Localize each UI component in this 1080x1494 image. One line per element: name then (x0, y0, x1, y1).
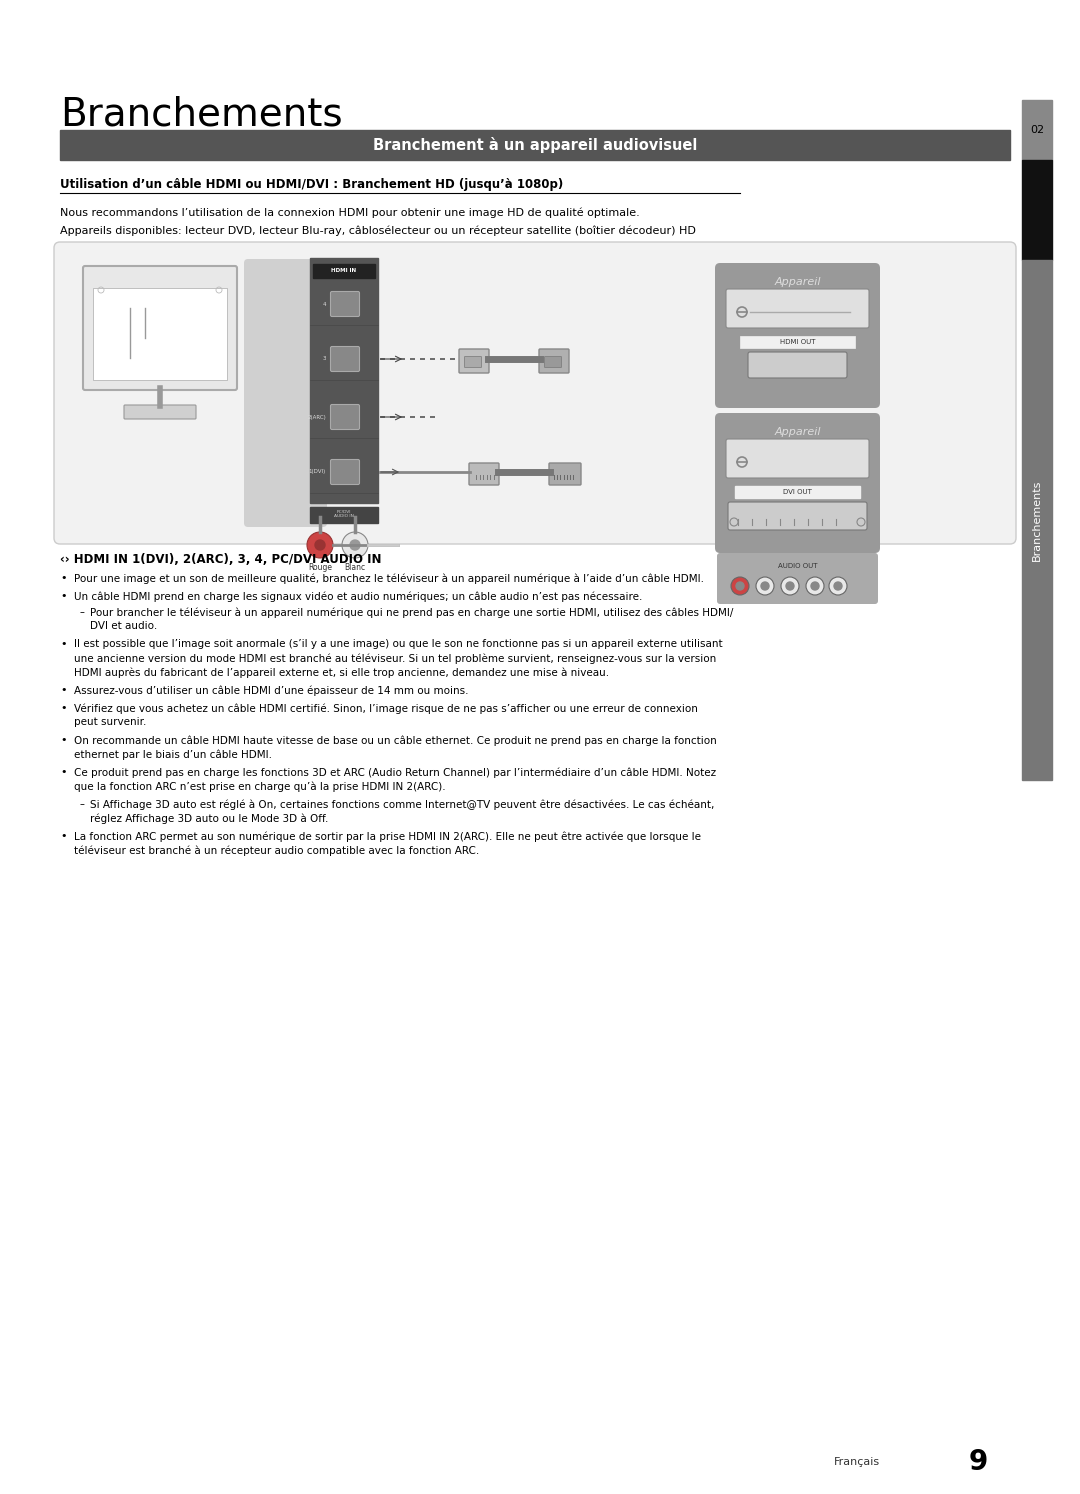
Text: •: • (60, 574, 67, 583)
Bar (310, 506, 378, 523)
Text: Appareil: Appareil (774, 427, 821, 438)
Circle shape (307, 532, 333, 557)
Text: Ce produit prend pas en charge les fonctions 3D et ARC (Audio Return Channel) pa: Ce produit prend pas en charge les fonct… (75, 766, 716, 777)
Text: Pour brancher le téléviseur à un appareil numérique qui ne prend pas en charge u: Pour brancher le téléviseur à un apparei… (90, 607, 733, 617)
Text: Si Affichage 3D auto est réglé à On, certaines fonctions comme Internet@TV peuve: Si Affichage 3D auto est réglé à On, cer… (90, 799, 714, 810)
Text: 9: 9 (969, 1448, 987, 1476)
Circle shape (786, 583, 794, 590)
Circle shape (811, 583, 819, 590)
Circle shape (781, 577, 799, 595)
Text: Il est possible que l’image soit anormale (s’il y a une image) ou que le son ne : Il est possible que l’image soit anormal… (75, 639, 723, 648)
FancyBboxPatch shape (464, 357, 482, 368)
Text: On recommande un câble HDMI haute vitesse de base ou un câble ethernet. Ce produ: On recommande un câble HDMI haute vitess… (75, 735, 717, 746)
Text: Branchement à un appareil audiovisuel: Branchement à un appareil audiovisuel (373, 137, 698, 152)
FancyBboxPatch shape (549, 463, 581, 486)
FancyBboxPatch shape (459, 350, 489, 374)
FancyBboxPatch shape (54, 242, 1016, 544)
Text: •: • (60, 831, 67, 841)
Bar (735, 486, 860, 498)
FancyBboxPatch shape (726, 288, 869, 329)
FancyBboxPatch shape (83, 266, 237, 390)
Text: Branchements: Branchements (1032, 480, 1042, 560)
Bar (310, 258, 378, 503)
FancyBboxPatch shape (715, 412, 880, 553)
Bar (740, 336, 855, 348)
Circle shape (829, 577, 847, 595)
Text: Nous recommandons l’utilisation de la connexion HDMI pour obtenir une image HD d: Nous recommandons l’utilisation de la co… (60, 208, 639, 218)
Text: 1(DVI): 1(DVI) (309, 469, 326, 475)
Text: HDMI OUT: HDMI OUT (780, 339, 815, 345)
Text: DVI et audio.: DVI et audio. (90, 622, 158, 630)
FancyBboxPatch shape (469, 463, 499, 486)
Text: Appareils disponibles: lecteur DVD, lecteur Blu-ray, câblosélecteur ou un récept: Appareils disponibles: lecteur DVD, lect… (60, 226, 696, 236)
Bar (1022, 260, 1052, 780)
Circle shape (735, 583, 744, 590)
Text: HDMI auprès du fabricant de l’appareil externe et, si elle trop ancienne, demand: HDMI auprès du fabricant de l’appareil e… (75, 666, 609, 677)
FancyBboxPatch shape (124, 405, 195, 418)
Text: HDMI IN: HDMI IN (332, 269, 356, 273)
Text: –: – (80, 799, 84, 808)
Text: •: • (60, 639, 67, 648)
Text: Appareil: Appareil (774, 276, 821, 287)
Circle shape (761, 583, 769, 590)
Text: Pour une image et un son de meilleure qualité, branchez le téléviseur à un appar: Pour une image et un son de meilleure qu… (75, 574, 704, 584)
FancyBboxPatch shape (330, 347, 360, 372)
Text: ethernet par le biais d’un câble HDMI.: ethernet par le biais d’un câble HDMI. (75, 748, 272, 759)
FancyBboxPatch shape (330, 405, 360, 429)
Text: Blanc: Blanc (345, 563, 365, 572)
FancyBboxPatch shape (748, 353, 847, 378)
Text: Français: Français (834, 1457, 880, 1467)
Text: Assurez-vous d’utiliser un câble HDMI d’une épaisseur de 14 mm ou moins.: Assurez-vous d’utiliser un câble HDMI d’… (75, 686, 469, 696)
Text: 4: 4 (323, 302, 326, 306)
FancyBboxPatch shape (330, 460, 360, 484)
Text: 2(ARC): 2(ARC) (307, 414, 326, 420)
FancyBboxPatch shape (715, 263, 880, 408)
Circle shape (731, 577, 750, 595)
Text: 02: 02 (1030, 125, 1044, 134)
Text: –: – (80, 607, 84, 617)
Bar (313, 264, 375, 278)
Text: 3: 3 (323, 357, 326, 362)
Text: peut survenir.: peut survenir. (75, 717, 147, 728)
FancyBboxPatch shape (539, 350, 569, 374)
Text: une ancienne version du mode HDMI est branché au téléviseur. Si un tel problème : une ancienne version du mode HDMI est br… (75, 653, 716, 663)
Text: ‹› HDMI IN 1(DVI), 2(ARC), 3, 4, PC/DVI AUDIO IN: ‹› HDMI IN 1(DVI), 2(ARC), 3, 4, PC/DVI … (60, 553, 381, 566)
Text: réglez Affichage 3D auto ou le Mode 3D à Off.: réglez Affichage 3D auto ou le Mode 3D à… (90, 813, 328, 823)
FancyBboxPatch shape (728, 502, 867, 530)
Bar (1022, 160, 1052, 260)
Text: •: • (60, 686, 67, 695)
Circle shape (342, 532, 368, 557)
Bar (93, 288, 227, 379)
FancyBboxPatch shape (330, 291, 360, 317)
FancyBboxPatch shape (544, 357, 562, 368)
Text: PC/DVI
AUDIO IN: PC/DVI AUDIO IN (334, 509, 354, 518)
Text: que la fonction ARC n’est prise en charge qu’à la prise HDMI IN 2(ARC).: que la fonction ARC n’est prise en charg… (75, 781, 446, 792)
Text: DVI OUT: DVI OUT (783, 489, 812, 495)
Circle shape (756, 577, 774, 595)
Text: Un câble HDMI prend en charge les signaux vidéo et audio numériques; un câble au: Un câble HDMI prend en charge les signau… (75, 592, 643, 602)
Text: La fonction ARC permet au son numérique de sortir par la prise HDMI IN 2(ARC). E: La fonction ARC permet au son numérique … (75, 831, 701, 841)
Bar (60, 130, 1010, 160)
FancyBboxPatch shape (717, 553, 878, 604)
Circle shape (350, 539, 360, 550)
Circle shape (834, 583, 842, 590)
Text: •: • (60, 735, 67, 746)
FancyBboxPatch shape (726, 439, 869, 478)
Text: téléviseur est branché à un récepteur audio compatible avec la fonction ARC.: téléviseur est branché à un récepteur au… (75, 846, 480, 856)
Text: AUDIO OUT: AUDIO OUT (778, 563, 818, 569)
Circle shape (315, 539, 325, 550)
Bar (1022, 100, 1052, 160)
Circle shape (806, 577, 824, 595)
Text: Branchements: Branchements (60, 96, 342, 133)
Text: •: • (60, 592, 67, 601)
Text: •: • (60, 704, 67, 713)
FancyBboxPatch shape (244, 258, 327, 527)
Text: •: • (60, 766, 67, 777)
Text: Rouge: Rouge (308, 563, 332, 572)
Text: Vérifiez que vous achetez un câble HDMI certifié. Sinon, l’image risque de ne pa: Vérifiez que vous achetez un câble HDMI … (75, 704, 698, 714)
Text: Utilisation d’un câble HDMI ou HDMI/DVI : Branchement HD (jusqu’à 1080p): Utilisation d’un câble HDMI ou HDMI/DVI … (60, 178, 564, 191)
